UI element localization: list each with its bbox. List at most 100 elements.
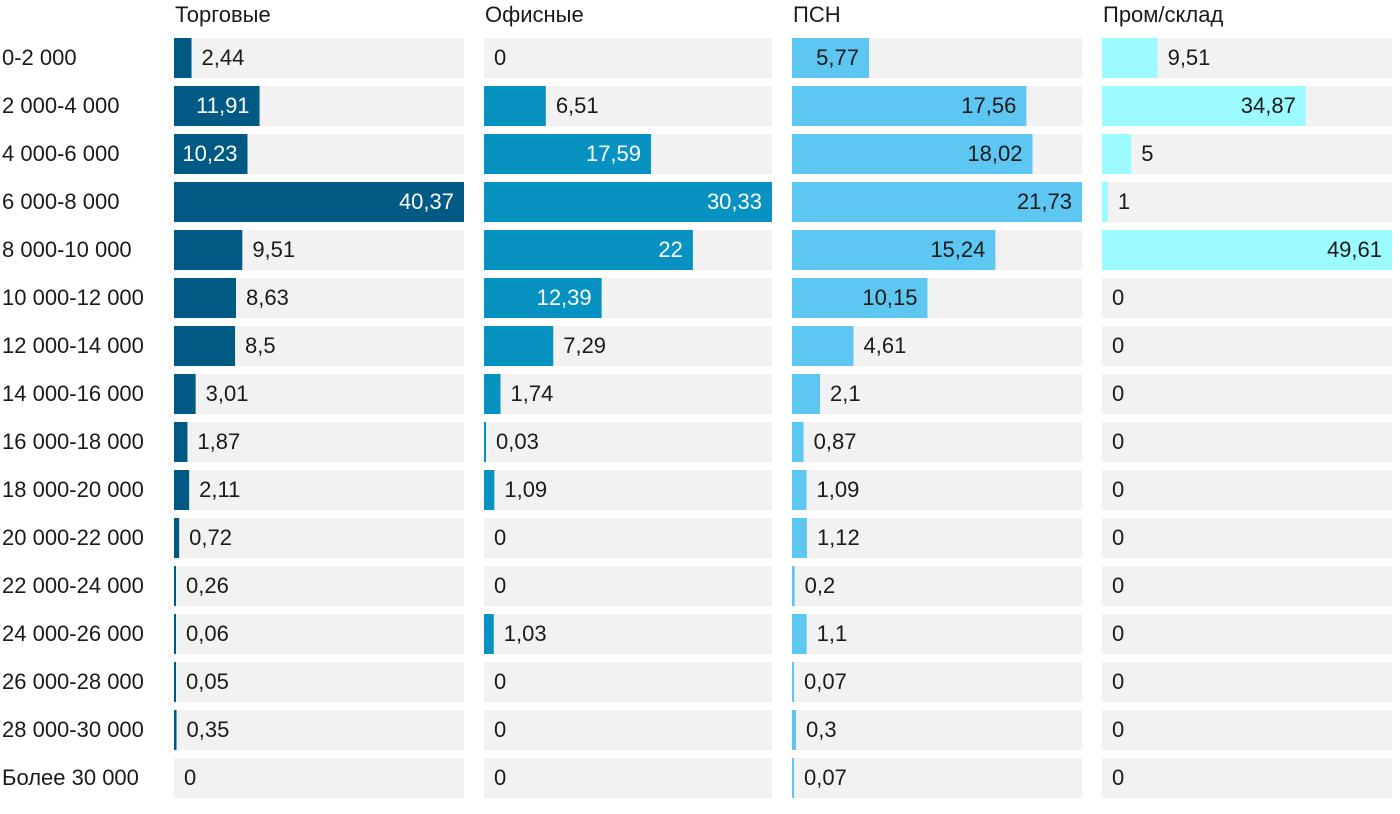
bar-track bbox=[1102, 278, 1392, 318]
bar bbox=[484, 86, 546, 126]
bar bbox=[484, 374, 501, 414]
bar-track bbox=[792, 566, 1082, 606]
bar bbox=[1102, 134, 1132, 174]
data-label: 0 bbox=[494, 717, 506, 742]
category-label: 18 000-20 000 bbox=[2, 477, 144, 502]
data-label: 4,61 bbox=[864, 333, 907, 358]
category-label: 4 000-6 000 bbox=[2, 141, 119, 166]
bar-track bbox=[484, 422, 772, 462]
data-label: 15,24 bbox=[930, 237, 985, 262]
bar-track bbox=[174, 422, 464, 462]
category-label: 26 000-28 000 bbox=[2, 669, 144, 694]
bar-track bbox=[792, 422, 1082, 462]
panel-title: ПСН bbox=[793, 2, 841, 27]
bar-track bbox=[174, 518, 464, 558]
bar bbox=[174, 230, 243, 270]
data-label: 21,73 bbox=[1017, 189, 1072, 214]
bar-track bbox=[484, 38, 772, 78]
data-label: 0,2 bbox=[805, 573, 836, 598]
bar-track bbox=[792, 710, 1082, 750]
data-label: 0 bbox=[1112, 525, 1124, 550]
data-label: 10,23 bbox=[182, 141, 237, 166]
data-label: 0 bbox=[494, 45, 506, 70]
category-label: 0-2 000 bbox=[2, 45, 77, 70]
bar bbox=[1102, 182, 1108, 222]
data-label: 0,3 bbox=[806, 717, 837, 742]
bar bbox=[174, 614, 176, 654]
category-label: 20 000-22 000 bbox=[2, 525, 144, 550]
bar bbox=[792, 566, 795, 606]
category-label: 28 000-30 000 bbox=[2, 717, 144, 742]
data-label: 9,51 bbox=[252, 237, 295, 262]
bar-track bbox=[1102, 470, 1392, 510]
bar bbox=[484, 134, 652, 174]
bar bbox=[174, 518, 180, 558]
data-label: 3,01 bbox=[206, 381, 249, 406]
bar-track bbox=[484, 470, 772, 510]
bar bbox=[484, 278, 602, 318]
bar-track bbox=[174, 710, 464, 750]
data-label: 30,33 bbox=[707, 189, 762, 214]
data-label: 0 bbox=[494, 669, 506, 694]
data-label: 0 bbox=[1112, 381, 1124, 406]
bar-track bbox=[1102, 758, 1392, 798]
bar-track bbox=[174, 374, 464, 414]
data-label: 1,09 bbox=[817, 477, 860, 502]
bar bbox=[792, 758, 794, 798]
bar-track bbox=[174, 662, 464, 702]
bar-track bbox=[1102, 566, 1392, 606]
data-label: 1,1 bbox=[817, 621, 848, 646]
bar-track bbox=[792, 758, 1082, 798]
data-label: 0,07 bbox=[804, 669, 847, 694]
data-label: 5,77 bbox=[816, 45, 859, 70]
category-label: Более 30 000 bbox=[2, 765, 139, 790]
bar-track bbox=[792, 662, 1082, 702]
category-label: 16 000-18 000 bbox=[2, 429, 144, 454]
data-label: 22 bbox=[658, 237, 682, 262]
data-label: 1 bbox=[1118, 189, 1130, 214]
data-label: 1,74 bbox=[511, 381, 554, 406]
data-label: 0 bbox=[1112, 285, 1124, 310]
data-label: 18,02 bbox=[967, 141, 1022, 166]
bar-track bbox=[792, 374, 1082, 414]
data-label: 0 bbox=[494, 525, 506, 550]
bar-track bbox=[174, 758, 464, 798]
data-label: 0 bbox=[184, 765, 196, 790]
bar-track bbox=[1102, 518, 1392, 558]
bar bbox=[792, 422, 804, 462]
bar-track bbox=[484, 566, 772, 606]
category-label: 8 000-10 000 bbox=[2, 237, 132, 262]
data-label: 8,63 bbox=[246, 285, 289, 310]
bar bbox=[174, 422, 188, 462]
bar bbox=[792, 662, 794, 702]
data-label: 40,37 bbox=[399, 189, 454, 214]
bar bbox=[1102, 38, 1158, 78]
bar-track bbox=[174, 566, 464, 606]
category-label: 6 000-8 000 bbox=[2, 189, 119, 214]
data-label: 0 bbox=[1112, 333, 1124, 358]
data-label: 2,11 bbox=[199, 477, 240, 502]
data-label: 0,72 bbox=[189, 525, 232, 550]
bar bbox=[174, 86, 260, 126]
data-label: 17,56 bbox=[961, 93, 1016, 118]
data-label: 0,03 bbox=[496, 429, 539, 454]
data-label: 0 bbox=[1112, 621, 1124, 646]
data-label: 1,12 bbox=[817, 525, 860, 550]
bar-track bbox=[792, 614, 1082, 654]
bar bbox=[174, 38, 192, 78]
bar bbox=[484, 230, 693, 270]
bar bbox=[792, 470, 807, 510]
bar-track bbox=[484, 710, 772, 750]
bar bbox=[484, 470, 495, 510]
bar bbox=[174, 710, 177, 750]
bar bbox=[792, 38, 870, 78]
data-label: 0,87 bbox=[814, 429, 857, 454]
data-label: 0,26 bbox=[186, 573, 229, 598]
category-label: 14 000-16 000 bbox=[2, 381, 144, 406]
data-label: 0,35 bbox=[187, 717, 230, 742]
panel-title: Пром/склад bbox=[1103, 2, 1223, 27]
bar bbox=[484, 614, 494, 654]
bar-track bbox=[792, 518, 1082, 558]
bar bbox=[174, 566, 176, 606]
